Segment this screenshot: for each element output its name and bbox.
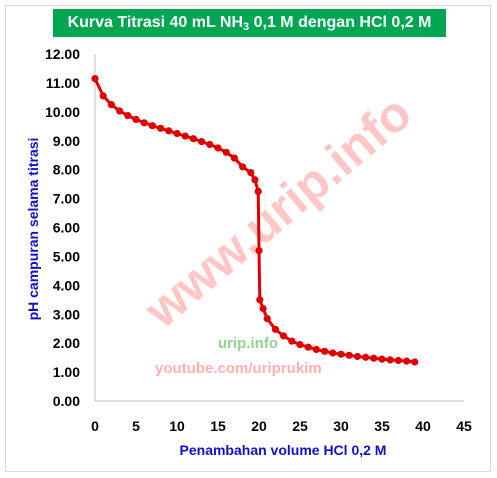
axes: [94, 54, 464, 402]
y-tick-label: 10.00: [45, 104, 80, 120]
data-point: [370, 354, 378, 362]
data-point: [198, 138, 206, 146]
data-point: [107, 101, 115, 109]
data-point: [116, 107, 124, 115]
y-tick-labels: 0.00 1.00 2.00 3.00 4.00 5.00 6.00 7.00 8.00 9.00…: [45, 46, 80, 409]
data-point: [394, 356, 402, 365]
data-point: [304, 343, 312, 351]
data-point: [321, 347, 329, 355]
data-point: [206, 140, 214, 149]
data-point: [271, 325, 279, 333]
y-tick-label: 7.00: [53, 191, 80, 207]
y-tick-label: 5.00: [53, 248, 80, 264]
data-point: [411, 358, 419, 366]
x-tick-label: 0: [91, 418, 99, 434]
data-point: [165, 127, 173, 135]
x-tick-label: 45: [456, 418, 472, 434]
title-subscript: 3: [243, 21, 250, 33]
data-point: [256, 296, 264, 304]
data-point: [181, 132, 189, 140]
data-point: [353, 352, 361, 361]
data-point: [378, 355, 386, 363]
x-tick-label: 40: [415, 418, 431, 434]
data-point: [239, 163, 247, 171]
data-point: [157, 124, 165, 132]
x-tick-labels: 0 5 10 15 20 25 30 35 40 45: [91, 418, 472, 434]
data-point: [403, 357, 411, 365]
y-tick-label: 4.00: [53, 277, 80, 293]
x-tick-label: 20: [251, 418, 267, 434]
watermark-green: urip.info: [218, 335, 278, 352]
data-point: [386, 356, 394, 364]
y-axis-title: pH campuran selama titrasi: [25, 138, 41, 321]
data-point: [280, 332, 288, 340]
y-tick-label: 8.00: [53, 162, 80, 178]
x-tick-label: 30: [333, 418, 349, 434]
x-axis-title: Penambahan volume HCl 0,2 M: [180, 442, 387, 458]
data-point: [254, 187, 262, 195]
data-point: [91, 75, 99, 83]
data-point: [189, 135, 197, 143]
y-tick-label: 11.00: [46, 75, 80, 91]
x-tick-label: 35: [374, 418, 390, 434]
data-point: [247, 169, 255, 177]
data-point: [312, 345, 320, 354]
y-tick-label: 1.00: [53, 364, 80, 380]
data-point: [255, 247, 263, 255]
data-point: [140, 119, 148, 127]
data-point: [362, 353, 370, 361]
data-point: [337, 350, 345, 358]
data-point: [296, 341, 304, 349]
data-point: [214, 144, 222, 152]
watermark-red: youtube.com/uriprukim: [155, 360, 322, 377]
data-point: [124, 112, 132, 120]
y-tick-label: 12.00: [45, 46, 80, 62]
data-point: [173, 129, 181, 138]
data-point: [148, 122, 156, 130]
y-tick-label: 2.00: [53, 335, 80, 351]
data-point: [259, 304, 267, 313]
data-point: [222, 148, 230, 156]
data-point: [345, 351, 353, 359]
y-tick-label: 3.00: [53, 306, 80, 322]
x-tick-label: 15: [210, 418, 226, 434]
y-tick-label: 6.00: [53, 220, 80, 236]
title-part-main: Kurva Titrasi 40 mL NH: [67, 14, 244, 31]
watermark-diagonal: www.urip.info: [133, 84, 422, 339]
data-point: [263, 315, 271, 323]
x-tick-label: 5: [132, 418, 140, 434]
chart-frame: [5, 5, 491, 472]
data-point: [132, 115, 140, 123]
data-point: [99, 92, 107, 100]
data-point: [288, 337, 296, 345]
data-point: [251, 176, 259, 184]
series-group: [91, 75, 419, 366]
x-tick-label: 10: [169, 418, 185, 434]
title-part-rest: 0,1 M dengan HCl 0,2 M: [249, 14, 432, 31]
y-tick-label: 0.00: [53, 393, 80, 409]
data-point: [329, 349, 337, 357]
data-point: [230, 154, 238, 162]
x-tick-label: 25: [292, 418, 308, 434]
chart-title: Kurva Titrasi 40 mL NH3 0,1 M dengan HCl…: [53, 9, 446, 37]
y-tick-label: 9.00: [53, 133, 80, 149]
